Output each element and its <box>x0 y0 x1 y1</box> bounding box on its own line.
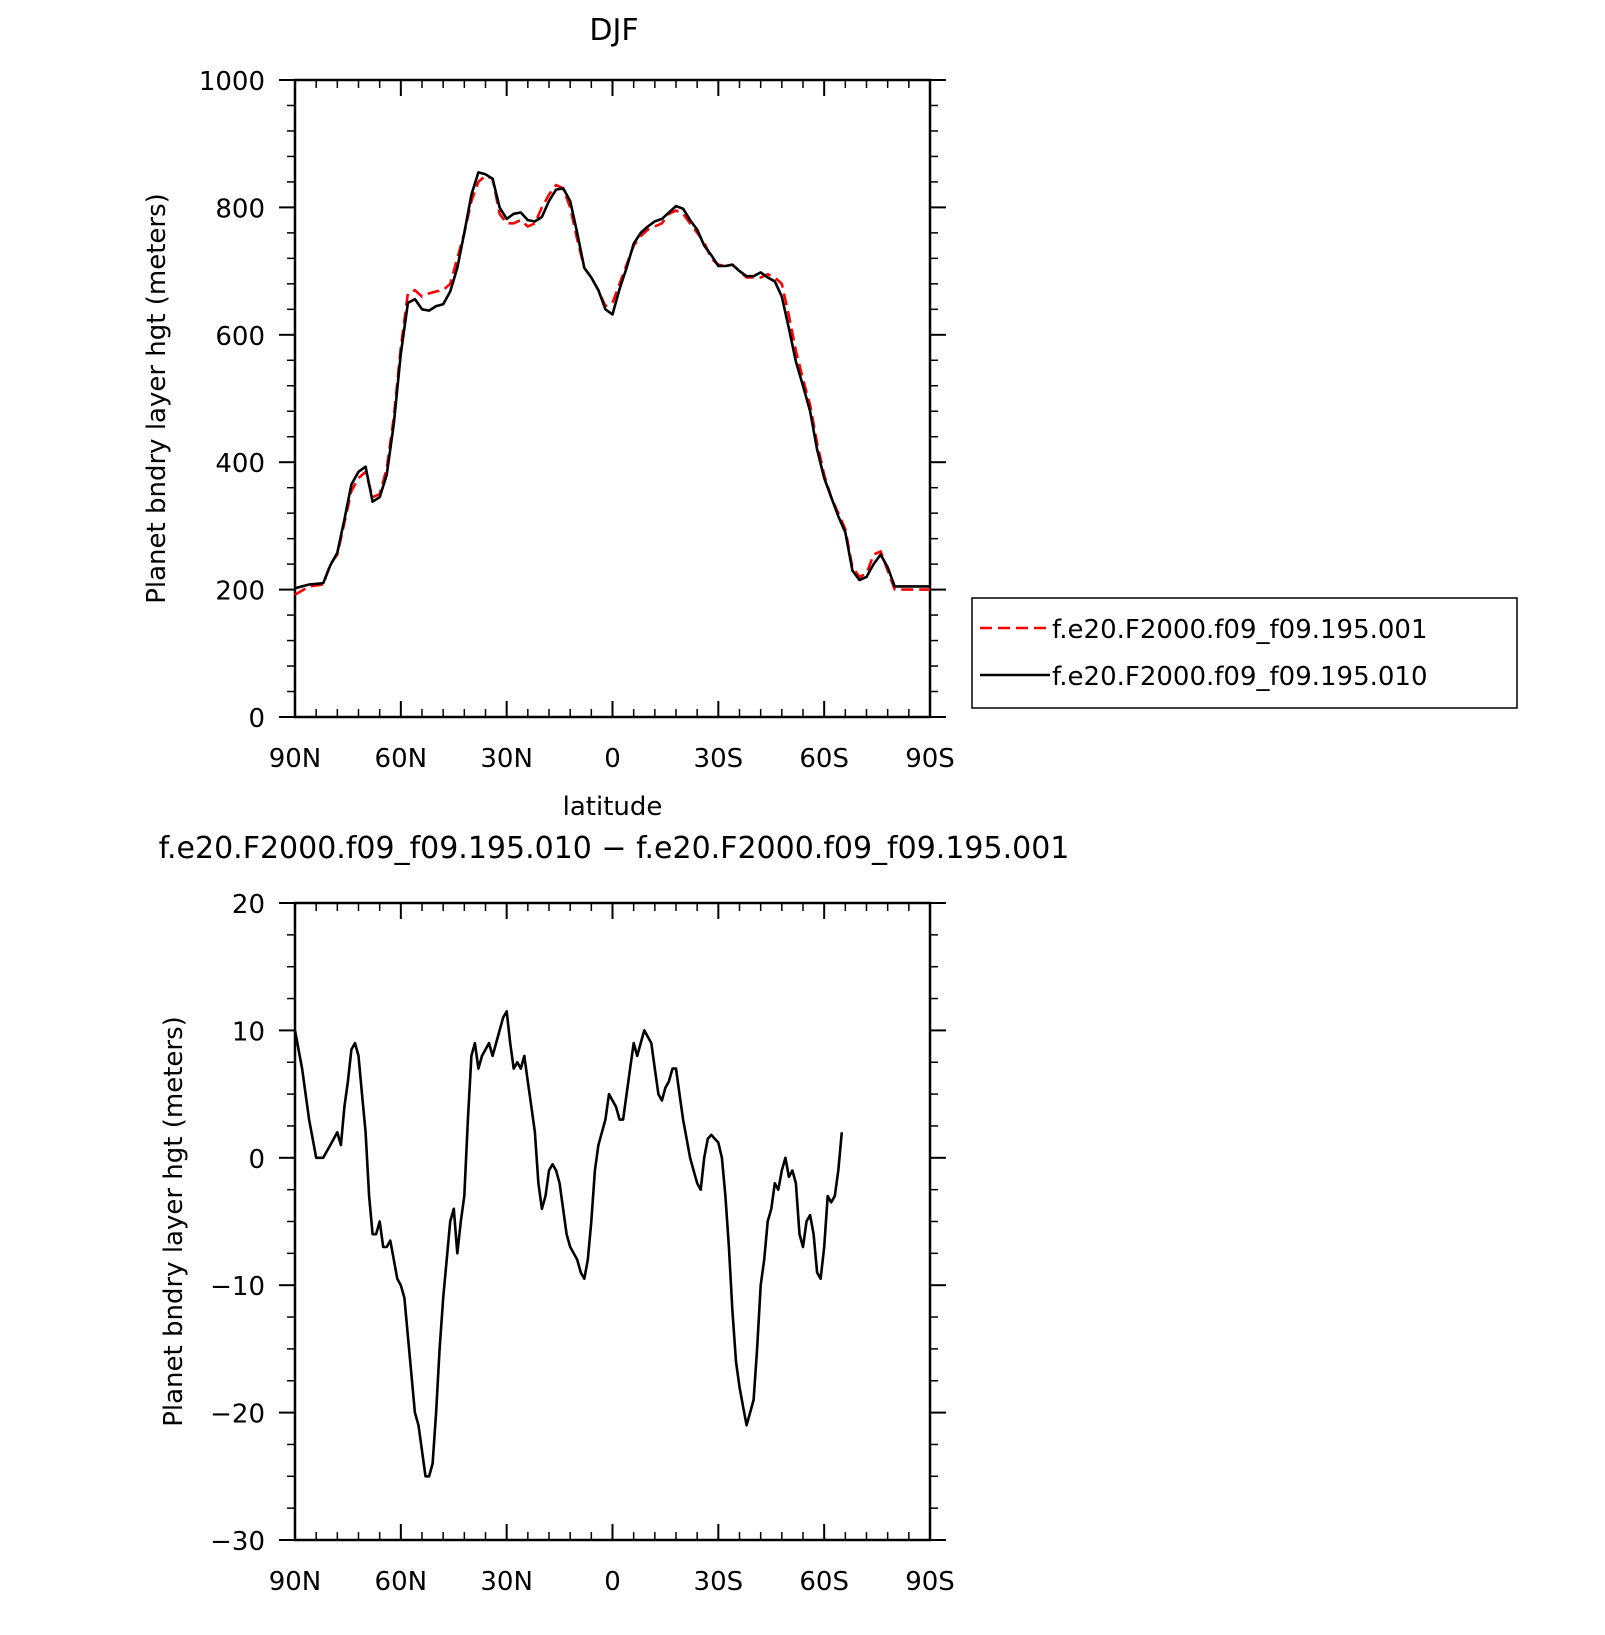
plot-frame <box>293 901 932 1542</box>
legend-label-2: f.e20.F2000.f09_f09.195.010 <box>1052 662 1428 692</box>
y-tick-label: 1000 <box>199 67 265 97</box>
x-tick-label: 30S <box>694 1567 744 1597</box>
x-tick-label: 30N <box>480 744 533 774</box>
series-line-2 <box>294 171 930 590</box>
x-tick-label: 90N <box>269 1567 322 1597</box>
legend-box <box>971 597 1518 709</box>
top-panel-mean-pblh: DJF 90N 60N 30N 0 30S 60S 90S 0 200 400 600 800 1000 l… <box>142 13 1518 822</box>
x-tick-label: 60S <box>799 1567 849 1597</box>
x-tick-label: 90N <box>269 744 322 774</box>
x-tick-label: 30N <box>480 1567 533 1597</box>
legend: f.e20.F2000.f09_f09.195.001 f.e20.F2000.f… <box>971 597 1518 709</box>
y-tick-label: 20 <box>232 890 265 920</box>
x-tick-label: 90S <box>905 744 955 774</box>
legend-label-1: f.e20.F2000.f09_f09.195.001 <box>1052 615 1428 645</box>
y-tick-label: 0 <box>248 1145 265 1175</box>
series-line-1 <box>293 1009 844 1478</box>
plot-frame <box>293 78 932 719</box>
y-tick-label: 200 <box>215 577 265 607</box>
y-tick-label: 800 <box>215 194 265 224</box>
x-tick-label: 0 <box>604 1567 621 1597</box>
bottom-panel-difference: f.e20.F2000.f09_f09.195.010 − f.e20.F200… <box>159 831 1070 1597</box>
x-tick-label: 0 <box>604 744 621 774</box>
y-tick-label: 600 <box>215 322 265 352</box>
chart-title: DJF <box>589 13 638 48</box>
y-tick-label: −10 <box>210 1272 265 1302</box>
x-tick-label: 60S <box>799 744 849 774</box>
x-tick-label: 30S <box>694 744 744 774</box>
x-tick-label: 60N <box>375 1567 428 1597</box>
y-axis-title: Planet bndry layer hgt (meters) <box>159 1016 189 1427</box>
y-tick-label: 10 <box>232 1017 265 1047</box>
y-tick-label: 0 <box>248 704 265 734</box>
x-tick-label: 60N <box>375 744 428 774</box>
y-tick-label: 400 <box>215 449 265 479</box>
chart-title: f.e20.F2000.f09_f09.195.010 − f.e20.F200… <box>159 831 1070 866</box>
x-tick-label: 90S <box>905 1567 955 1597</box>
y-axis-title: Planet bndry layer hgt (meters) <box>142 193 172 604</box>
x-axis-title: latitude <box>563 792 663 822</box>
y-tick-label: −20 <box>210 1400 265 1430</box>
series-line-1 <box>294 174 930 596</box>
y-tick-label: −30 <box>210 1527 265 1557</box>
